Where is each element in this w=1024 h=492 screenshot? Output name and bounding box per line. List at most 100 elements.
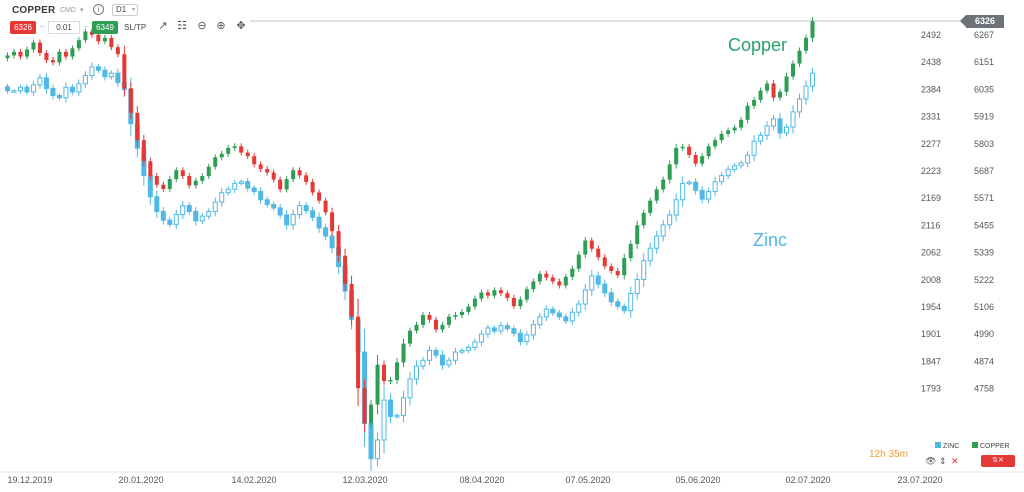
zinc-candle (498, 325, 504, 332)
zinc-candle (667, 214, 673, 226)
zinc-candle (199, 215, 205, 222)
copper-candle (674, 147, 679, 165)
copper-candle (745, 105, 750, 120)
copper-candle (615, 270, 620, 276)
right-axis-tick-label: 5222 (974, 275, 994, 285)
copper-candle (654, 189, 659, 201)
copper-candle (407, 330, 413, 344)
eye-icon[interactable]: 👁 (925, 456, 937, 466)
copper-candle (492, 290, 497, 296)
copper-candle (784, 76, 789, 92)
volume-input[interactable]: 0.01 (48, 21, 80, 34)
copper-candle (167, 179, 172, 189)
legend-copper[interactable]: COPPER (972, 442, 1010, 450)
copper-candle (271, 172, 276, 180)
info-icon[interactable]: i (93, 4, 104, 15)
reorder-icon[interactable]: ⇕ (939, 456, 947, 466)
chevron-down-icon: ▾ (131, 7, 135, 13)
zinc-candle (751, 140, 757, 156)
sell-button[interactable]: 6326 (10, 21, 36, 34)
zinc-candle (706, 191, 712, 200)
copper-candle (778, 91, 783, 98)
x-axis-tick-label: 02.07.2020 (785, 475, 830, 485)
zinc-candle (439, 354, 445, 366)
copper-candle (63, 51, 68, 57)
copper-candle (583, 240, 588, 255)
copper-candle (18, 51, 23, 57)
zinc-candle (407, 378, 413, 399)
line-chart-icon[interactable]: ↗ (158, 20, 168, 32)
close-icon[interactable]: ✕ (951, 456, 959, 466)
copper-candle (544, 273, 549, 278)
volume-increase-button[interactable]: – (84, 22, 89, 31)
zinc-candle (17, 86, 23, 92)
zinc-candle (95, 66, 101, 71)
zinc-candle (413, 365, 420, 380)
copper-candle (219, 153, 224, 158)
copper-candle (719, 133, 724, 141)
timeframe-value: D1 (116, 5, 127, 14)
buy-button[interactable]: 6349 (92, 21, 118, 34)
copper-candle (758, 90, 763, 100)
zinc-candle (186, 205, 192, 212)
zinc-candle (381, 399, 387, 441)
zinc-candle (602, 283, 608, 294)
zinc-candle (420, 359, 426, 367)
zinc-candle (76, 83, 82, 93)
timeframe-select[interactable]: D1 ▾ (112, 4, 138, 16)
copper-candle (200, 176, 205, 181)
chart-settings-button[interactable]: ⇅✕ (981, 455, 1015, 467)
copper-candle (739, 119, 744, 128)
copper-candle (50, 60, 55, 63)
zinc-candle (758, 134, 764, 142)
copper-candle (446, 316, 451, 325)
copper-candle (284, 179, 289, 190)
copper-candle (258, 164, 263, 170)
zinc-candle (30, 84, 36, 93)
zoom-out-icon[interactable]: ⊖ (197, 20, 207, 32)
zinc-candle (251, 187, 257, 193)
zinc-candle (569, 311, 575, 322)
copper-candle (141, 140, 146, 162)
symbol-dropdown-icon[interactable]: ▾ (80, 7, 84, 14)
zinc-candle (219, 192, 225, 203)
left-axis-tick-label: 2062 (921, 248, 941, 258)
x-axis-tick-label: 19.12.2019 (7, 475, 52, 485)
copper-candle (310, 181, 315, 193)
crosshair-icon[interactable]: ✥ (236, 20, 246, 32)
right-axis-tick-label: 5919 (974, 112, 994, 122)
zinc-candle (115, 72, 121, 84)
zinc-candle (433, 349, 439, 356)
zinc-candle (297, 205, 303, 216)
zoom-in-icon[interactable]: ⊕ (216, 20, 226, 32)
zinc-candle (277, 207, 283, 216)
copper-candle (180, 170, 185, 177)
copper-candle (563, 276, 568, 286)
copper-candle (187, 176, 192, 186)
copper-candle (232, 146, 237, 148)
candle-settings-icon[interactable]: ☷ (177, 20, 187, 32)
legend-zinc[interactable]: ZINC (935, 442, 959, 450)
x-axis-tick-label: 14.02.2020 (231, 475, 276, 485)
copper-candle (135, 112, 140, 141)
zinc-candle (173, 214, 179, 225)
zinc-candle (24, 86, 30, 93)
volume-decrease-button[interactable]: – (40, 22, 45, 31)
copper-candle (511, 297, 516, 307)
copper-candle (466, 306, 471, 312)
zinc-candle (556, 312, 562, 318)
copper-candle (524, 289, 529, 300)
zinc-candle (63, 86, 69, 99)
left-axis-tick-label: 2438 (921, 57, 941, 67)
zinc-candle (82, 75, 88, 85)
zinc-candle (11, 90, 17, 93)
copper-candle (174, 170, 179, 180)
zinc-candle (797, 98, 803, 113)
candle-timer: 12h 35m (869, 449, 908, 460)
sltp-button[interactable]: SL/TP (124, 23, 147, 32)
symbol-name[interactable]: COPPER (12, 5, 56, 16)
copper-candle (245, 152, 250, 157)
copper-candle (317, 192, 322, 201)
copper-candle (576, 254, 581, 269)
